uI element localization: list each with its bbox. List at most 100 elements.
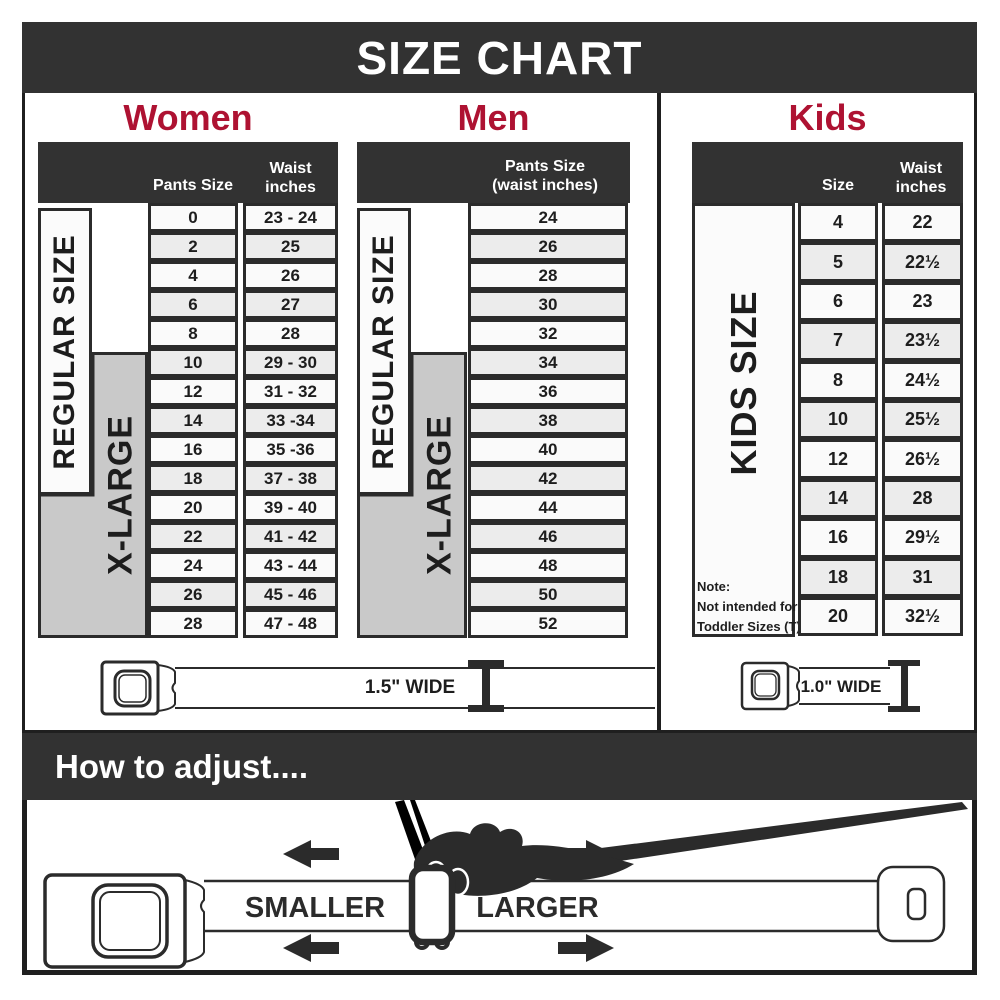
table-row: 28 47 - 48 (148, 609, 338, 638)
men-table-header: Pants Size (waist inches) (357, 142, 630, 203)
table-row: 10 25½ (798, 399, 963, 440)
waist-cell: 25½ (882, 399, 963, 440)
arrow-right-bottom-icon (558, 934, 614, 962)
table-row: 48 (468, 551, 628, 580)
size-cell: 2 (148, 232, 238, 261)
size-cell: 20 (148, 493, 238, 522)
table-row: 16 29½ (798, 518, 963, 558)
waist-cell: 43 - 44 (243, 551, 338, 580)
size-cell: 50 (468, 580, 628, 609)
waist-cell: 29 - 30 (243, 348, 338, 377)
table-row: 18 31 (798, 557, 963, 597)
table-row: 30 (468, 290, 628, 319)
table-row: 50 (468, 580, 628, 609)
waist-cell: 22½ (882, 242, 963, 282)
size-cell: 18 (148, 464, 238, 493)
size-cell: 36 (468, 377, 628, 406)
waist-cell: 37 - 38 (243, 464, 338, 493)
size-cell: 26 (148, 580, 238, 609)
table-row: 52 (468, 609, 628, 638)
table-row: 6 23 (798, 281, 963, 322)
waist-cell: 25 (243, 232, 338, 261)
table-row: 36 (468, 377, 628, 406)
kids-size-col-header: Size (821, 176, 854, 194)
waist-cell: 26 (243, 261, 338, 290)
table-row: 5 22½ (798, 242, 963, 282)
section-divider (657, 93, 661, 733)
size-cell: 34 (468, 348, 628, 377)
table-row: 20 32½ (798, 596, 963, 637)
men-heading: Men (457, 97, 530, 138)
women-xlarge-shape (38, 352, 148, 638)
size-cell: 20 (798, 596, 878, 637)
size-cell: 30 (468, 290, 628, 319)
table-row: 38 (468, 406, 628, 435)
table-row: 12 31 - 32 (148, 377, 338, 406)
waist-cell: 35 -36 (243, 435, 338, 464)
women-regular-size-label: REGULAR SIZE (48, 233, 81, 470)
size-cell: 8 (148, 319, 238, 348)
waist-cell: 27 (243, 290, 338, 319)
size-cell: 26 (468, 232, 628, 261)
kids-size-box (692, 203, 795, 637)
women-table-rows: 0 23 - 24 2 25 4 26 6 27 8 28 10 29 - 30… (148, 203, 338, 638)
size-cell: 6 (798, 281, 878, 322)
kids-table-rows: 4 22 5 22½ 6 23 7 23½ 8 24½ 10 25½ 12 26… (798, 203, 963, 637)
page-title: SIZE CHART (356, 31, 643, 84)
size-cell: 52 (468, 609, 628, 638)
table-row: 26 (468, 232, 628, 261)
larger-label: LARGER (476, 892, 599, 924)
waist-cell: 28 (882, 478, 963, 519)
kids-table-header: Size Waist inches (692, 142, 963, 203)
table-row: 14 33 -34 (148, 406, 338, 435)
waist-cell: 47 - 48 (243, 609, 338, 638)
table-row: 46 (468, 522, 628, 551)
kids-size-label: KIDS SIZE (722, 290, 764, 476)
waist-cell: 45 - 46 (243, 580, 338, 609)
size-cell: 6 (148, 290, 238, 319)
table-row: 34 (468, 348, 628, 377)
adjust-belt-illustration (43, 800, 968, 969)
waist-cell: 23 - 24 (243, 203, 338, 232)
waist-cell: 28 (243, 319, 338, 348)
table-row: 22 41 - 42 (148, 522, 338, 551)
size-cell: 14 (798, 478, 878, 519)
table-row: 7 23½ (798, 321, 963, 361)
table-row: 40 (468, 435, 628, 464)
size-cell: 4 (148, 261, 238, 290)
adult-seatbelt-buckle-icon (100, 660, 655, 716)
size-cell: 42 (468, 464, 628, 493)
size-cell: 0 (148, 203, 238, 232)
table-row: 20 39 - 40 (148, 493, 338, 522)
table-row: 44 (468, 493, 628, 522)
kids-width-marker-icon (888, 660, 920, 712)
size-cell: 8 (798, 360, 878, 400)
title-bar: SIZE CHART (22, 22, 977, 93)
buckle-icon (43, 873, 205, 969)
men-size-col-header: Pants Size (waist inches) (492, 158, 598, 194)
size-cell: 22 (148, 522, 238, 551)
size-cell: 12 (798, 439, 878, 479)
waist-cell: 41 - 42 (243, 522, 338, 551)
size-cell: 16 (148, 435, 238, 464)
women-table-header: Pants Size Waist inches (38, 142, 338, 203)
women-waist-col-header: Waist inches (265, 160, 316, 196)
table-row: 4 22 (798, 203, 963, 243)
kids-note: Note: Not intended for Toddler Sizes (T) (697, 579, 801, 635)
waist-cell: 31 - 32 (243, 377, 338, 406)
men-table-rows: 24 26 28 30 32 34 36 38 40 42 44 46 48 5… (468, 203, 628, 638)
size-cell: 4 (798, 203, 878, 243)
size-cell: 5 (798, 242, 878, 282)
table-row: 8 24½ (798, 360, 963, 400)
table-row: 0 23 - 24 (148, 203, 338, 232)
table-row: 24 (468, 203, 628, 232)
kids-heading: Kids (788, 97, 867, 138)
men-regular-size-label: REGULAR SIZE (367, 233, 400, 470)
waist-cell: 24½ (882, 360, 963, 400)
size-cell: 14 (148, 406, 238, 435)
waist-cell: 23 (882, 281, 963, 322)
size-cell: 40 (468, 435, 628, 464)
size-cell: 24 (148, 551, 238, 580)
table-row: 24 43 - 44 (148, 551, 338, 580)
